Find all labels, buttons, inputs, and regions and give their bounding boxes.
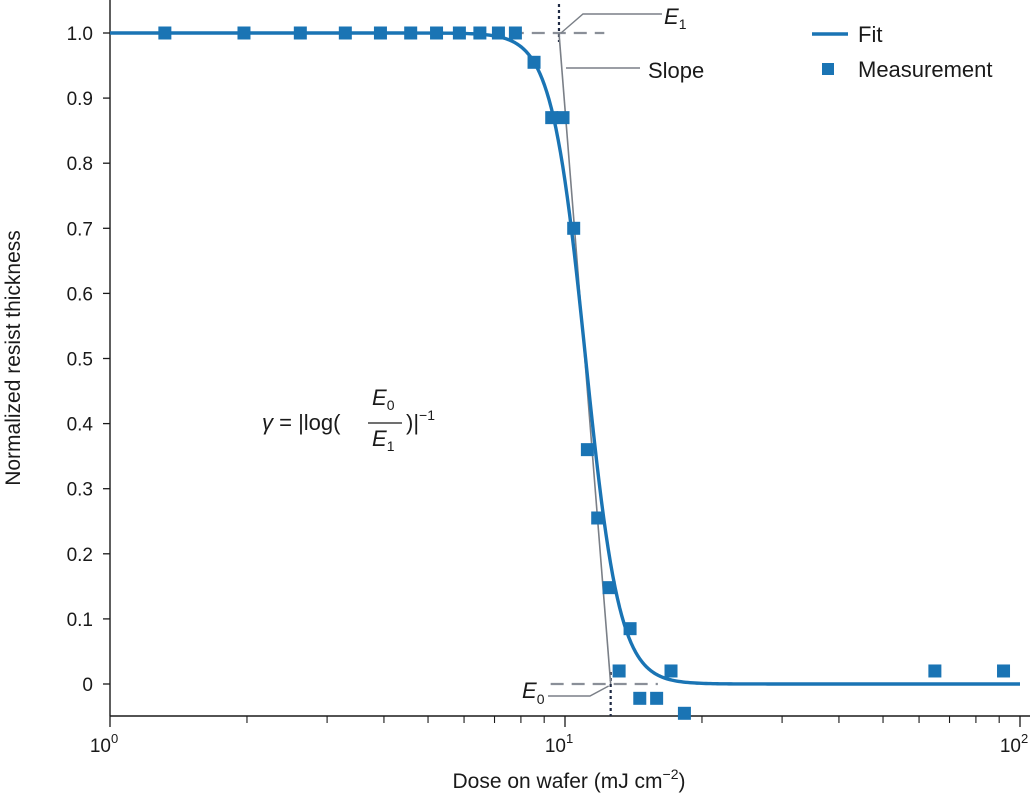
measurement-point: [633, 691, 647, 705]
measurement-point: [650, 691, 664, 705]
measurement-point: [677, 706, 691, 720]
y-tick-label: 0.8: [67, 154, 93, 175]
y-tick-label: 1.0: [67, 24, 93, 45]
measurement-point: [404, 26, 418, 40]
measurement-point: [612, 664, 626, 678]
measurement-point: [928, 664, 942, 678]
y-tick-label: 0.1: [67, 610, 93, 631]
legend-measurement-label: Measurement: [858, 57, 993, 82]
y-tick-label: 0.4: [67, 415, 94, 436]
y-tick-label: 0: [82, 675, 93, 696]
measurement-point: [338, 26, 352, 40]
e0-leader: [548, 685, 609, 697]
measurement-point: [508, 26, 522, 40]
y-tick-label: 0.6: [67, 284, 93, 305]
slope-label: Slope: [648, 58, 704, 83]
formula-denominator: E1: [372, 426, 395, 454]
x-tick-label: 100: [90, 731, 118, 757]
measurement-point: [545, 111, 559, 125]
fit-line: [110, 31, 1020, 686]
legend-fit-label: Fit: [858, 22, 882, 47]
measurement-markers: [158, 26, 1011, 720]
gamma-symbol: γ: [262, 410, 275, 435]
measurement-point: [580, 443, 594, 457]
gamma-formula: γ = |log( E0 E1 )|−1: [262, 385, 435, 454]
svg-text:γ = |log(: γ = |log(: [262, 410, 341, 435]
measurement-point: [237, 26, 251, 40]
y-tick-label: 0.3: [67, 480, 93, 501]
x-tick-label: 101: [545, 731, 573, 757]
measurement-point: [452, 26, 466, 40]
measurement-point: [430, 26, 444, 40]
measurement-point: [602, 581, 616, 595]
x-tick-label: 102: [1000, 731, 1028, 757]
measurement-point: [556, 111, 570, 125]
measurement-point: [664, 664, 678, 678]
annotations: E1 Slope E0 γ = |log( E0 E1 )|−1: [262, 4, 704, 707]
y-tick-label: 0.7: [67, 219, 93, 240]
formula-numerator: E0: [372, 385, 395, 413]
x-axis-label: Dose on wafer (mJ cm−2): [452, 766, 685, 793]
measurement-point: [158, 26, 172, 40]
y-tick-label: 0.2: [67, 545, 93, 566]
measurement-point: [527, 55, 541, 69]
measurement-point: [567, 221, 581, 235]
measurement-point: [997, 664, 1011, 678]
legend: Fit Measurement: [812, 22, 993, 82]
y-ticks: 0 0.1 0.2 0.3 0.4 0.5 0.6 0.7 0.8 0.9 1.0: [67, 24, 110, 696]
measurement-point: [293, 26, 307, 40]
svg-text:)|−1: )|−1: [406, 407, 435, 435]
measurement-point: [491, 26, 505, 40]
measurement-point: [373, 26, 387, 40]
measurement-point: [473, 26, 487, 40]
measurement-point: [591, 511, 605, 525]
legend-measurement-swatch: [822, 63, 834, 75]
e1-leader: [560, 13, 662, 34]
e0-label: E0: [522, 678, 545, 707]
y-tick-label: 0.9: [67, 89, 93, 110]
x-ticks: 100 101 102: [90, 716, 1028, 757]
e1-label: E1: [664, 4, 687, 32]
y-tick-label: 0.5: [67, 350, 93, 371]
y-axis-label: Normalized resist thickness: [2, 230, 25, 486]
measurement-point: [623, 622, 637, 636]
